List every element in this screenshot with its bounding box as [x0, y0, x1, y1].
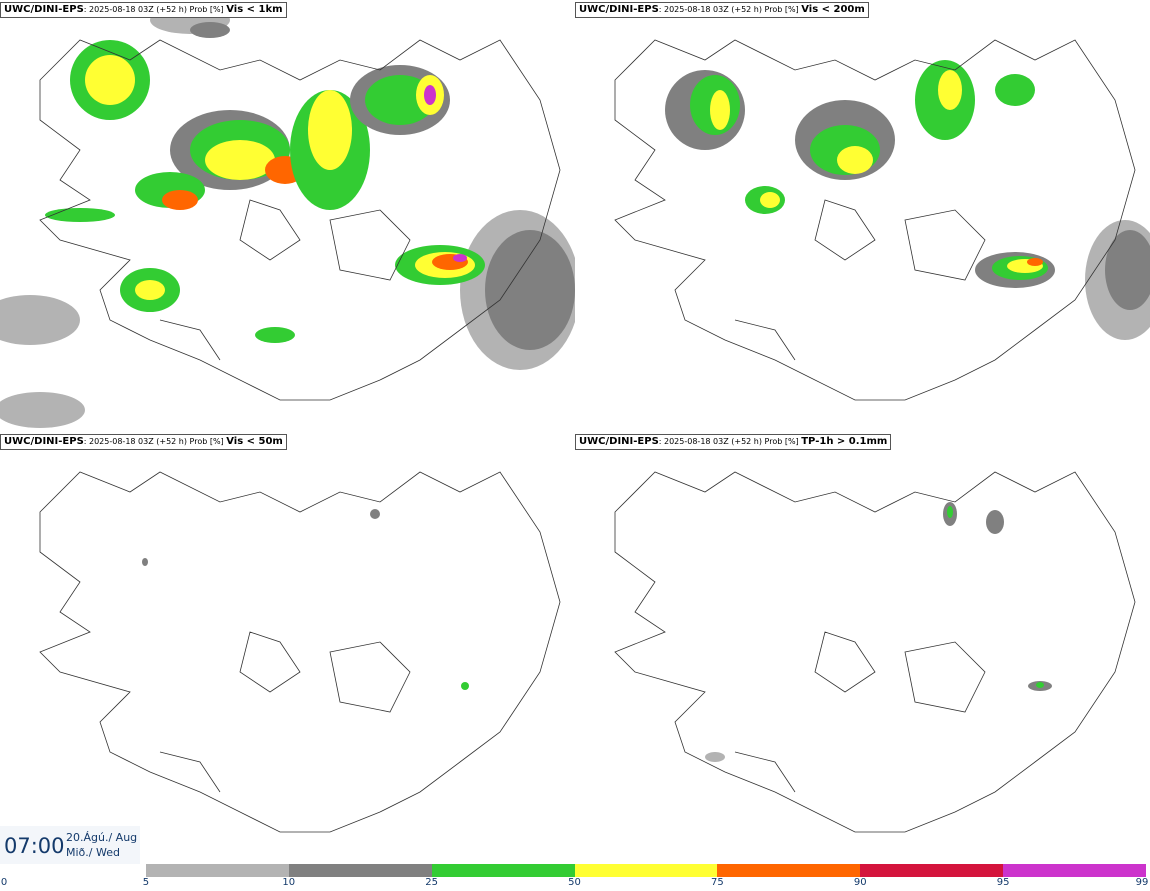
map-panel-tp-1h: UWC/DINI-EPS: 2025-08-18 03Z (+52 h) Pro…	[575, 432, 1150, 862]
coastline	[614, 471, 1136, 833]
iceland-map	[614, 39, 1150, 401]
legend-tick-label: 90	[853, 877, 867, 888]
map-panel-vis-200m: UWC/DINI-EPS: 2025-08-18 03Z (+52 h) Pro…	[575, 0, 1150, 430]
legend-swatch	[145, 864, 289, 877]
legend-tick-label: 50	[568, 877, 581, 888]
panel-title: UWC/DINI-EPS: 2025-08-18 03Z (+52 h) Pro…	[575, 2, 869, 18]
coastline	[614, 39, 1136, 401]
legend-swatch	[574, 864, 718, 877]
legend-swatch	[717, 864, 861, 877]
legend-tick-label: 99	[1135, 877, 1149, 888]
legend-swatch	[3, 864, 146, 877]
iceland-map	[614, 471, 1136, 833]
legend-tick-label: 0	[0, 877, 8, 888]
legend-swatch	[1003, 864, 1146, 877]
valid-date: 20.Ágú./ Aug	[66, 831, 138, 844]
iceland-map	[39, 471, 561, 833]
probability-shading	[705, 502, 1052, 762]
legend-swatch	[431, 864, 575, 877]
coastline	[39, 39, 561, 401]
iceland-map	[0, 6, 575, 428]
valid-weekday: Mið./ Wed	[66, 846, 120, 859]
legend-tick-label: 95	[996, 877, 1010, 888]
probability-shading	[142, 509, 469, 690]
legend-tick-label: 25	[425, 877, 438, 888]
legend-tick-label: 75	[711, 877, 724, 888]
panel-title: UWC/DINI-EPS: 2025-08-18 03Z (+52 h) Pro…	[575, 434, 892, 450]
legend-tick-label: 10	[282, 877, 296, 888]
legend-swatch	[288, 864, 432, 877]
valid-time: 07:00	[4, 834, 65, 858]
valid-time-box: 07:00 20.Ágú./ Aug Mið./ Wed	[0, 826, 140, 864]
map-panel-vis-1km: UWC/DINI-EPS: 2025-08-18 03Z (+52 h) Pro…	[0, 0, 575, 430]
probability-legend: 0 5 10 25 50 75 90 95 99	[0, 862, 1150, 891]
legend-swatch	[860, 864, 1004, 877]
probability-shading	[0, 6, 575, 428]
panel-title: UWC/DINI-EPS: 2025-08-18 03Z (+52 h) Pro…	[0, 2, 287, 18]
legend-tick-label: 5	[142, 877, 150, 888]
probability-shading	[665, 60, 1150, 340]
panel-title: UWC/DINI-EPS: 2025-08-18 03Z (+52 h) Pro…	[0, 434, 287, 450]
map-panel-vis-50m: UWC/DINI-EPS: 2025-08-18 03Z (+52 h) Pro…	[0, 432, 575, 862]
coastline	[39, 471, 561, 833]
